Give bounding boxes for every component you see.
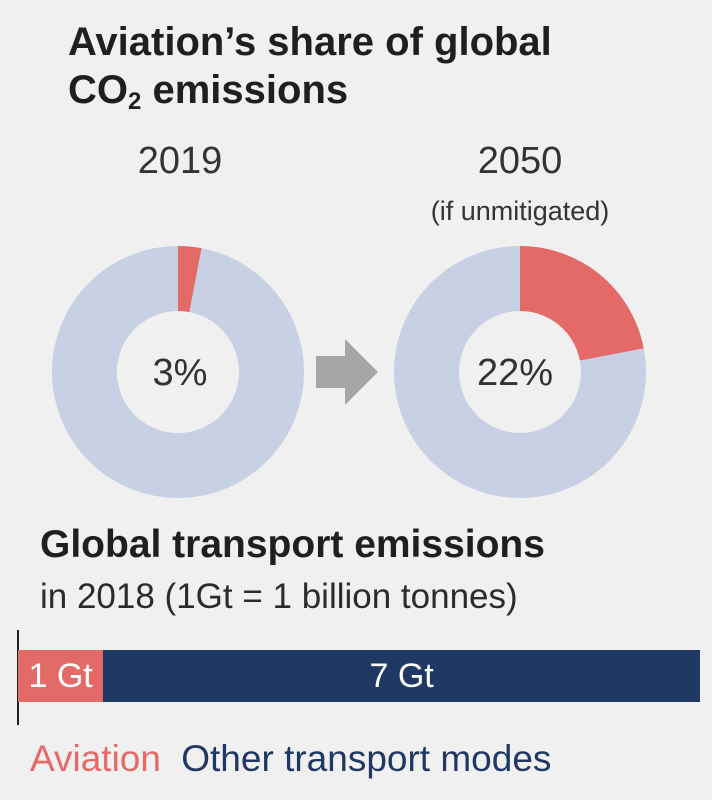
bar-chart-subtitle: in 2018 (1Gt = 1 billion tonnes) [40, 577, 518, 616]
donut-2019 [51, 246, 304, 498]
donut-2019-slice-other [51, 246, 304, 498]
donut-charts [51, 246, 646, 499]
arrow-right-icon [316, 339, 378, 405]
donut-2050-center-label: 22% [476, 352, 554, 394]
bar-chart-title: Global transport emissions [40, 523, 545, 566]
chart-title-line2: CO2 emissions [68, 68, 349, 115]
legend-other-transport: Other transport modes [181, 738, 552, 779]
chart-title-line1: Aviation’s share of global [68, 20, 552, 64]
bar-segment-other: 7 Gt [103, 650, 700, 702]
donut-2050-slice-other [394, 246, 646, 499]
donut-2050-note: (if unmitigated) [430, 196, 610, 226]
donut-2050-year: 2050 [477, 140, 563, 182]
bar-label-aviation: 1 Gt [28, 656, 93, 695]
bar-segment-aviation: 1 Gt [18, 650, 104, 702]
chart-title: Aviation’s share of global CO2 emissions [68, 18, 688, 114]
donut-2050 [394, 246, 646, 499]
legend-aviation: Aviation [30, 738, 161, 779]
donut-2019-slice-aviation [178, 246, 202, 313]
donut-2050-slice-aviation [520, 246, 644, 361]
bar-label-other: 7 Gt [369, 656, 434, 695]
donut-2019-center-label: 3% [152, 352, 208, 394]
donut-2019-year: 2019 [137, 140, 223, 182]
stacked-bar: 1 Gt 7 Gt [18, 650, 700, 702]
legend: Aviation Other transport modes [30, 738, 551, 780]
